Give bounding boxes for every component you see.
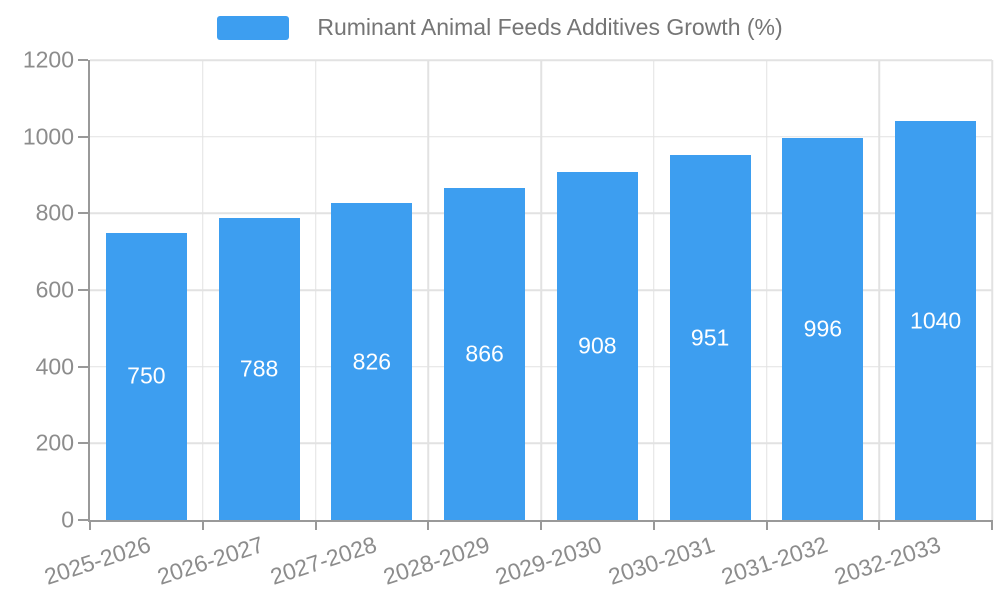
bar-value-label: 996 [803,315,843,342]
bar-value-label: 866 [465,340,504,367]
legend-swatch[interactable] [217,15,290,40]
legend[interactable]: Ruminant Animal Feeds Additives Growth (… [0,14,1000,42]
bar-value-label: 1040 [910,307,962,334]
gridline [314,60,317,520]
legend-label: Ruminant Animal Feeds Additives Growth (… [317,14,783,40]
tick-mark [991,520,993,530]
tick-mark [878,520,881,530]
x-tick-label: 2027-2028 [266,531,380,590]
bar[interactable]: 951 [669,155,751,520]
tick-mark [78,135,88,138]
x-tick-label: 2032-2033 [830,531,944,590]
bar[interactable]: 750 [105,232,187,520]
x-tick-label: 2031-2032 [717,531,831,590]
y-tick-label: 200 [35,429,74,456]
y-tick-label: 400 [35,353,74,380]
gridline [202,60,204,520]
tick-mark [78,365,88,368]
x-tick-label: 2028-2029 [379,531,493,590]
tick-mark [78,289,88,291]
bar[interactable]: 826 [331,203,413,520]
y-tick-label: 800 [35,199,74,226]
tick-mark [427,520,430,530]
bar-value-label: 826 [352,348,392,375]
x-axis-labels: 2025-2026 2026-2027 2027-2028 2028-2029 2029… [41,531,992,600]
x-tick-label: 2029-2030 [492,531,606,590]
plot-area: 750 788 826 866 908 951 996 1040 0 200 400 600 800 1… [23,48,993,590]
x-tick-label: 2030-2031 [605,531,718,590]
bar[interactable]: 1040 [895,121,977,520]
tick-mark [540,520,542,530]
gridline [878,60,880,520]
gridline [427,60,429,520]
tick-mark [78,212,88,215]
x-tick-label: 2026-2027 [154,531,267,590]
tick-mark [78,59,88,61]
bar-value-label: 951 [690,324,730,351]
tick-mark [201,520,204,530]
bar-value-label: 788 [239,355,279,382]
bar[interactable]: 866 [444,188,526,520]
gridline [540,60,542,520]
bar-value-label: 750 [127,362,166,389]
y-tick-label: 1000 [22,123,74,150]
y-tick-label: 0 [61,506,74,533]
gridline [765,60,768,520]
tick-mark [78,519,88,521]
gridline [991,60,993,520]
tick-mark [652,520,655,530]
tick-mark [765,520,768,530]
tick-mark [78,442,88,445]
tick-mark [314,520,317,530]
bar[interactable]: 908 [556,171,638,520]
y-tick-label: 600 [35,276,74,303]
gridline [653,60,655,520]
y-axis-labels: 0 200 400 600 800 1000 1200 [0,48,74,531]
bar-value-label: 908 [578,332,617,359]
y-tick-label: 1200 [22,46,74,73]
tick-mark [89,520,91,530]
x-tick-label: 2025-2026 [41,531,155,590]
bar[interactable]: 996 [782,138,864,520]
bar[interactable]: 788 [218,217,300,520]
